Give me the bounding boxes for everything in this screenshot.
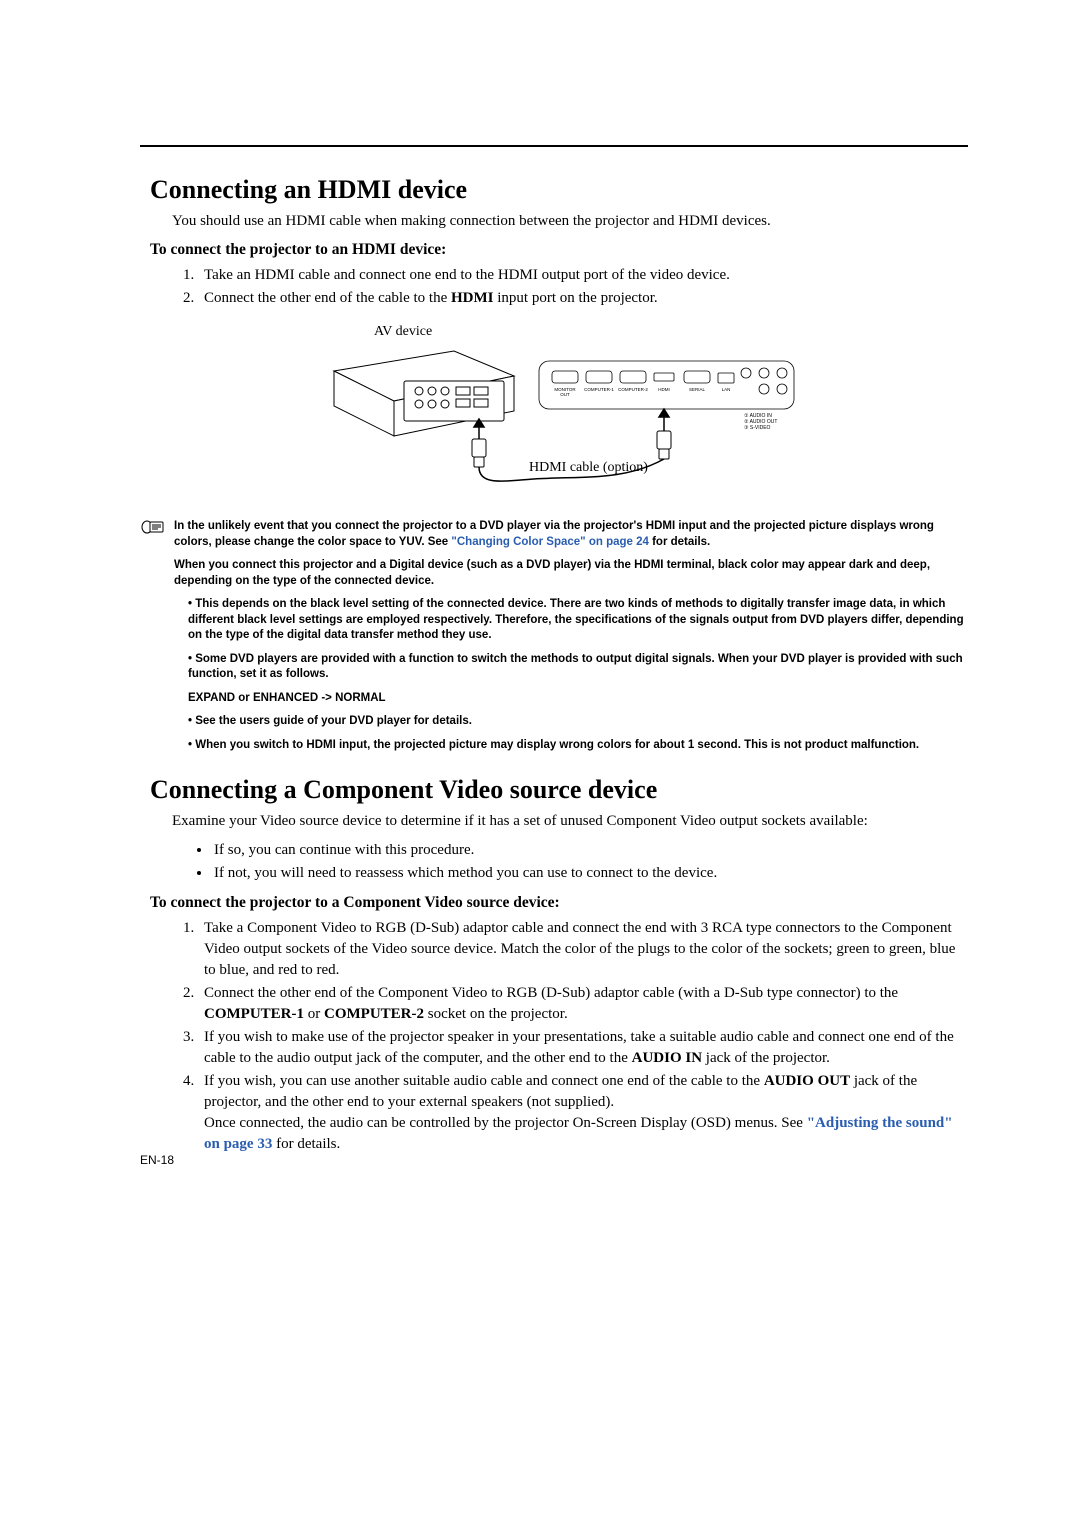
port-label: COMPUTER-1 (584, 387, 614, 392)
note-p1-post: for details. (649, 536, 710, 548)
section1-step-2: Connect the other end of the cable to th… (198, 288, 968, 309)
s2-step2-post: socket on the projector. (424, 1006, 568, 1022)
s2-step2-bold2: COMPUTER-2 (324, 1006, 424, 1022)
note-text: In the unlikely event that you connect t… (174, 519, 968, 761)
note-link-color-space[interactable]: "Changing Color Space" on page 24 (451, 536, 649, 548)
step2-tail: input port on the projector. (494, 290, 658, 306)
section2-bullets: If so, you can continue with this proced… (194, 840, 968, 884)
diagram-svg: AV device (304, 321, 804, 501)
s2-step4-pre: If you wish, you can use another suitabl… (204, 1073, 764, 1089)
note-p1: In the unlikely event that you connect t… (174, 519, 968, 550)
section-heading-component: Connecting a Component Video source devi… (150, 775, 968, 805)
side-label: ③ S-VIDEO (744, 425, 771, 431)
step2-pre: Connect the other end of the cable to th… (204, 290, 451, 306)
s2-step3-bold: AUDIO IN (632, 1050, 702, 1066)
section2-step-1: Take a Component Video to RGB (D-Sub) ad… (198, 918, 968, 981)
section2-bullet-2: If not, you will need to reassess which … (212, 863, 968, 884)
section-heading-hdmi: Connecting an HDMI device (150, 175, 968, 205)
page-number: EN-18 (140, 1153, 174, 1167)
connection-diagram: AV device (140, 321, 968, 501)
section2-step-3: If you wish to make use of the projector… (198, 1027, 968, 1069)
s2-step3-post: jack of the projector. (702, 1050, 830, 1066)
s2-step3-pre: If you wish to make use of the projector… (204, 1029, 954, 1066)
port-label: LAN (722, 387, 731, 392)
s2-step4-bold: AUDIO OUT (764, 1073, 850, 1089)
port-label: COMPUTER-2 (618, 387, 648, 392)
diagram-av-label: AV device (374, 324, 432, 339)
section1-step-1: Take an HDMI cable and connect one end t… (198, 265, 968, 286)
section2-intro: Examine your Video source device to dete… (172, 811, 968, 831)
diagram-cable-label: HDMI cable (option) (529, 460, 648, 475)
note-p2: When you connect this projector and a Di… (174, 558, 968, 589)
note-p3: • This depends on the black level settin… (188, 597, 968, 644)
section1-steps: Take an HDMI cable and connect one end t… (176, 265, 968, 309)
s2-step2-mid: or (304, 1006, 324, 1022)
note-p5: EXPAND or ENHANCED -> NORMAL (188, 691, 968, 707)
section2-subheading: To connect the projector to a Component … (150, 894, 968, 912)
s2-step2-pre: Connect the other end of the Component V… (204, 985, 898, 1001)
section2-step-2: Connect the other end of the Component V… (198, 983, 968, 1025)
section1-subheading: To connect the projector to an HDMI devi… (150, 241, 968, 259)
note-p7: • When you switch to HDMI input, the pro… (188, 738, 968, 754)
section2-steps: Take a Component Video to RGB (D-Sub) ad… (176, 918, 968, 1155)
section2-step-4: If you wish, you can use another suitabl… (198, 1071, 968, 1155)
section2-bullet-1: If so, you can continue with this proced… (212, 840, 968, 861)
av-device-icon (334, 351, 514, 439)
top-horizontal-rule (140, 145, 968, 147)
s2-step2-bold1: COMPUTER-1 (204, 1006, 304, 1022)
note-p4: • Some DVD players are provided with a f… (188, 652, 968, 683)
port-label: HDMI (658, 387, 670, 392)
port-label: OUT (560, 392, 570, 397)
note-icon (140, 520, 166, 761)
note-block: In the unlikely event that you connect t… (140, 519, 968, 761)
projector-panel-icon: MONITOR OUT COMPUTER-1 COMPUTER-2 HDMI S… (539, 361, 794, 431)
note-p6: • See the users guide of your DVD player… (188, 714, 968, 730)
port-label: SERIAL (689, 387, 706, 392)
step2-bold: HDMI (451, 290, 494, 306)
document-page: Connecting an HDMI device You should use… (0, 0, 1080, 1225)
section1-intro: You should use an HDMI cable when making… (172, 211, 968, 231)
s2-step4-line2-pre: Once connected, the audio can be control… (204, 1115, 807, 1131)
s2-step4-line2-post: for details. (272, 1136, 340, 1152)
